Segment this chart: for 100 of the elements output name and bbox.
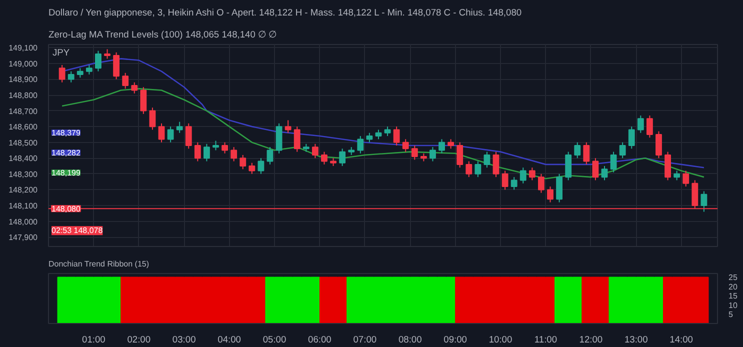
candlestick (682, 170, 690, 188)
y-tick-label: 148,200 (8, 186, 38, 195)
y-tick-label: 148,500 (8, 138, 38, 148)
x-tick-label: 10:00 (488, 334, 512, 344)
candlestick (203, 143, 210, 162)
candlestick (194, 142, 201, 162)
y-tick-label: 10 (728, 300, 738, 310)
x-tick-label: 08:00 (398, 334, 422, 344)
chart-title: Dollaro / Yen giapponese, 3, Heikin Ashi O - Apert. 148,122 H - Mass. 148,122 L - Min. 148,078 C - Chius. 148,080 (48, 8, 522, 18)
candlestick (158, 122, 165, 143)
candlestick (610, 151, 617, 173)
y-tick-label: 148,700 (8, 106, 38, 116)
y-tick-label: 148,100 (8, 201, 38, 210)
y-tick-label: 149,100 (8, 44, 38, 53)
candlestick (583, 142, 590, 165)
candlestick (321, 151, 328, 165)
y-tick-label: 148,600 (8, 122, 38, 132)
y-tick-label: 148,000 (8, 217, 38, 226)
candlestick (312, 143, 318, 159)
candlestick (528, 167, 536, 181)
x-tick-label: 12:00 (579, 334, 603, 344)
candlestick (185, 122, 192, 150)
annotation: 148,282 (52, 148, 81, 158)
candlestick (520, 167, 526, 184)
candlestick (592, 158, 599, 181)
candlestick (430, 146, 436, 162)
candlestick (574, 142, 581, 159)
x-tick-label: 14:00 (670, 334, 694, 344)
x-tick-label: 13:00 (624, 334, 648, 344)
x-tick-label: 06:00 (308, 334, 332, 344)
candlestick (466, 160, 472, 178)
candlestick (212, 140, 219, 151)
annotation: 148,379 (52, 128, 81, 138)
candlestick (222, 142, 228, 154)
candlestick (58, 64, 66, 83)
candlestick (484, 151, 490, 168)
candlestick (276, 122, 282, 154)
candlestick (366, 132, 373, 143)
candlestick (375, 129, 382, 140)
candlestick (113, 52, 120, 80)
candlestick (492, 151, 500, 178)
candlestick (266, 146, 274, 165)
candlestick (248, 162, 256, 174)
x-tick-label: 02:00 (127, 334, 151, 344)
candlestick (357, 136, 364, 154)
candlestick (502, 170, 508, 190)
candlestick (149, 107, 156, 130)
annotation: 148,199 (52, 168, 81, 178)
candlestick (664, 151, 671, 181)
candlestick (240, 154, 246, 170)
candlestick (384, 126, 391, 137)
candlestick (674, 170, 680, 181)
candlestick (294, 126, 300, 152)
candlestick (656, 130, 662, 159)
x-tick-label: 11:00 (534, 334, 558, 344)
y-tick-label: 148,400 (8, 154, 38, 164)
candlestick (68, 70, 74, 83)
candlestick (646, 115, 653, 138)
x-tick-label: 03:00 (172, 334, 196, 344)
y-tick-label: 148,900 (8, 75, 38, 84)
candlestick (402, 138, 409, 152)
candlestick (619, 142, 626, 159)
candlestick (258, 158, 264, 174)
x-tick-label: 01:00 (82, 334, 106, 344)
y-tick-label: 20 (728, 282, 738, 292)
candlestick (556, 173, 563, 203)
candlestick (86, 64, 92, 75)
candlestick (411, 145, 418, 160)
candlestick (628, 126, 635, 150)
candlestick (474, 160, 482, 178)
candlestick (76, 68, 84, 78)
candlestick (167, 126, 174, 143)
candlestick (104, 48, 110, 60)
candlestick (339, 148, 346, 167)
annotation: 02:53 148,078 (52, 226, 104, 236)
candlestick (122, 72, 129, 90)
candlestick (131, 82, 138, 94)
x-tick-label: 07:00 (353, 334, 377, 344)
ref-line-label: 148,080 (52, 204, 81, 214)
candlestick (510, 176, 518, 190)
x-tick-label: 04:00 (218, 334, 241, 344)
y-tick-label: 15 (728, 292, 738, 301)
candlestick (448, 138, 454, 150)
candlestick (230, 146, 238, 162)
candlestick (393, 126, 400, 146)
candlestick (601, 166, 608, 181)
y-tick-label: 5 (728, 310, 734, 320)
y-tick-label: 148,800 (8, 91, 38, 100)
x-tick-label: 05:00 (262, 334, 286, 344)
candlestick (637, 115, 644, 134)
candlestick (565, 151, 572, 181)
annotation: JPY (52, 48, 70, 58)
y-tick-label: 148,300 (8, 170, 38, 179)
x-tick-label: 09:00 (444, 334, 467, 344)
candlestick (140, 86, 147, 114)
candlestick (438, 138, 445, 154)
y-tick-label: 149,000 (8, 59, 38, 68)
candlestick (700, 190, 708, 212)
candlestick (176, 121, 183, 134)
candlestick (538, 173, 544, 194)
